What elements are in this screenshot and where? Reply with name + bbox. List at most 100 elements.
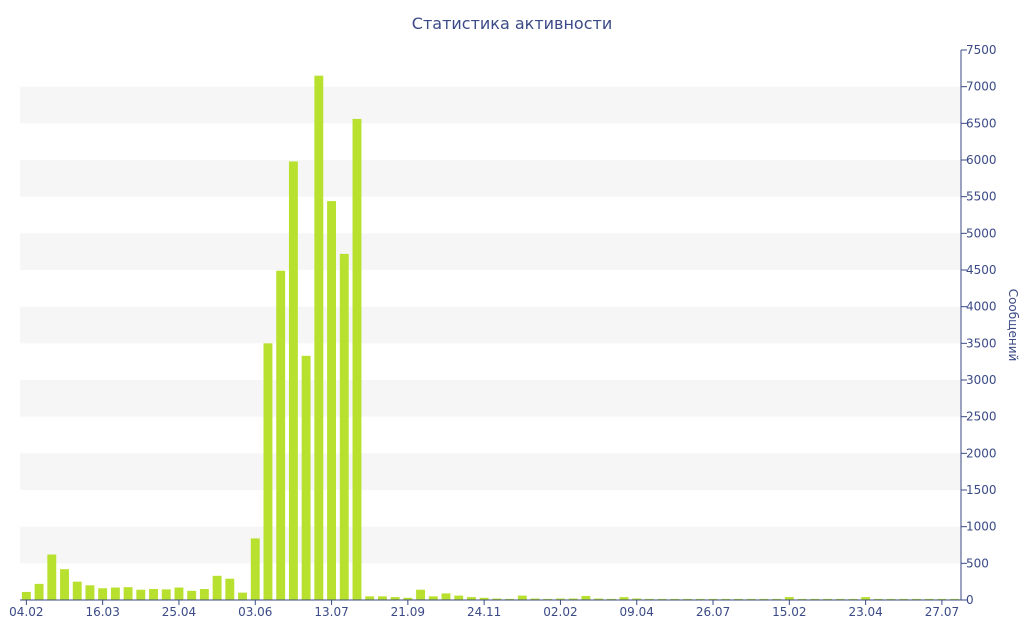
y-ticks: 0 500 1000 1500 2000 2500 3000 3500 4000 4500 5000… bbox=[961, 43, 997, 607]
bar bbox=[250, 538, 260, 600]
bar bbox=[924, 598, 934, 600]
bar bbox=[543, 598, 553, 600]
y-tick-label: 4500 bbox=[966, 263, 997, 277]
bar bbox=[873, 598, 883, 600]
bar bbox=[454, 595, 464, 600]
grid-bands bbox=[20, 86, 961, 564]
bar bbox=[212, 575, 222, 600]
y-tick-label: 7000 bbox=[966, 80, 997, 94]
bar bbox=[314, 75, 324, 601]
bar bbox=[34, 583, 44, 600]
bar bbox=[683, 598, 693, 600]
bar bbox=[466, 597, 476, 600]
bar bbox=[352, 118, 362, 601]
y-tick-label: 2000 bbox=[966, 446, 997, 460]
y-tick-label: 500 bbox=[966, 556, 989, 570]
bar bbox=[797, 598, 807, 600]
bar bbox=[60, 569, 69, 600]
bar bbox=[708, 598, 718, 600]
bar bbox=[47, 554, 57, 600]
y-tick-label: 7500 bbox=[966, 43, 997, 57]
grid-band bbox=[20, 306, 961, 344]
bar bbox=[98, 588, 108, 600]
bar bbox=[517, 595, 527, 600]
x-tick-label: 24.11 bbox=[467, 605, 501, 619]
bar bbox=[886, 598, 896, 600]
bar bbox=[645, 598, 654, 600]
bar bbox=[823, 598, 832, 600]
bar bbox=[149, 589, 158, 600]
grid-band bbox=[20, 380, 961, 417]
bar bbox=[276, 270, 286, 600]
bar bbox=[187, 590, 197, 600]
x-tick-label: 27.07 bbox=[925, 605, 959, 619]
bar bbox=[784, 597, 794, 600]
x-tick-label: 13.07 bbox=[314, 605, 348, 619]
bar bbox=[123, 587, 133, 600]
bar bbox=[899, 598, 909, 600]
bar bbox=[403, 597, 413, 600]
bar bbox=[301, 355, 311, 600]
bar bbox=[657, 598, 667, 600]
x-tick-label: 23.04 bbox=[848, 605, 882, 619]
grid-band bbox=[20, 160, 961, 197]
bar bbox=[428, 596, 438, 600]
bar bbox=[734, 598, 743, 600]
bar bbox=[365, 596, 375, 600]
x-tick-label: 16.03 bbox=[85, 605, 119, 619]
y-tick-label: 4000 bbox=[966, 300, 997, 314]
grid-band bbox=[20, 233, 961, 270]
grid-band bbox=[20, 526, 961, 564]
bar bbox=[238, 592, 247, 600]
y-tick-label: 3500 bbox=[966, 336, 997, 350]
y-tick-label: 2500 bbox=[966, 410, 997, 424]
bar bbox=[492, 598, 502, 600]
bar bbox=[810, 598, 820, 600]
bar bbox=[848, 598, 858, 600]
bar bbox=[619, 597, 629, 600]
bar bbox=[225, 578, 235, 600]
bar bbox=[937, 598, 947, 600]
bar bbox=[594, 598, 604, 600]
bar bbox=[530, 598, 540, 600]
bar bbox=[632, 598, 642, 600]
x-tick-label: 25.04 bbox=[162, 605, 196, 619]
x-tick-label: 04.02 bbox=[9, 605, 43, 619]
x-tick-label: 15.02 bbox=[772, 605, 806, 619]
bar bbox=[912, 598, 921, 600]
bar bbox=[759, 598, 769, 600]
y-tick-label: 6000 bbox=[966, 153, 997, 167]
y-tick-label: 5000 bbox=[966, 226, 997, 240]
bar bbox=[327, 201, 336, 600]
bar bbox=[85, 585, 95, 600]
x-tick-label: 03.06 bbox=[238, 605, 272, 619]
bar bbox=[136, 589, 146, 600]
bar bbox=[555, 598, 565, 600]
bar bbox=[441, 593, 451, 600]
bar bbox=[288, 161, 298, 600]
bar bbox=[174, 587, 184, 600]
y-tick-label: 0 bbox=[966, 593, 974, 607]
grid-band bbox=[20, 453, 961, 490]
bar bbox=[772, 598, 782, 600]
bar bbox=[21, 591, 31, 600]
bar bbox=[670, 598, 680, 600]
bar bbox=[721, 598, 731, 600]
bar bbox=[416, 589, 426, 600]
bar bbox=[377, 596, 387, 600]
x-tick-label: 26.07 bbox=[696, 605, 730, 619]
bar bbox=[263, 343, 273, 600]
grid-band bbox=[20, 86, 961, 124]
y-tick-label: 3000 bbox=[966, 373, 997, 387]
bar bbox=[390, 597, 400, 600]
bar bbox=[339, 253, 349, 600]
y-tick-label: 5500 bbox=[966, 190, 997, 204]
bar bbox=[835, 598, 845, 600]
x-ticks: 04.02 16.03 25.04 03.06 13.07 21.09 24.11 02.02… bbox=[9, 600, 959, 619]
bar bbox=[72, 581, 82, 600]
x-tick-label: 09.04 bbox=[620, 605, 654, 619]
bar bbox=[950, 598, 960, 600]
bar bbox=[746, 598, 756, 600]
bar bbox=[695, 598, 705, 600]
y-tick-label: 1000 bbox=[966, 520, 997, 534]
